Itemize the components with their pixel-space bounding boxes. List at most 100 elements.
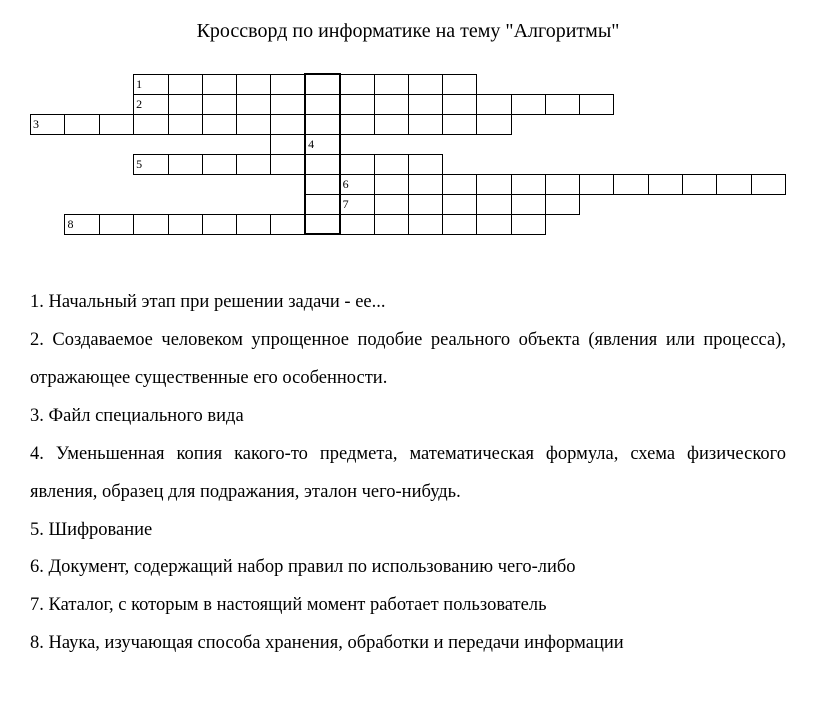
crossword-cell[interactable]	[305, 94, 339, 114]
crossword-cell[interactable]	[477, 214, 511, 234]
clue-number: 1	[134, 75, 167, 93]
crossword-cell[interactable]	[374, 94, 408, 114]
crossword-cell[interactable]	[443, 74, 477, 94]
crossword-cell[interactable]: 8	[65, 214, 99, 234]
crossword-cell[interactable]	[511, 214, 545, 234]
crossword-cell[interactable]	[477, 174, 511, 194]
crossword-cell[interactable]	[340, 74, 374, 94]
crossword-cell[interactable]	[408, 154, 442, 174]
crossword-cell[interactable]	[374, 114, 408, 134]
crossword-cell[interactable]	[374, 174, 408, 194]
crossword-cell[interactable]	[477, 114, 511, 134]
crossword-cell[interactable]	[408, 94, 442, 114]
crossword-cell[interactable]	[99, 214, 133, 234]
crossword-cell[interactable]: 5	[134, 154, 168, 174]
crossword-cell[interactable]	[202, 114, 236, 134]
crossword-cell[interactable]	[374, 214, 408, 234]
crossword-cell[interactable]	[237, 214, 271, 234]
crossword-cell[interactable]	[580, 94, 614, 114]
crossword-cell[interactable]	[305, 174, 339, 194]
crossword-cell[interactable]: 1	[134, 74, 168, 94]
crossword-cell[interactable]	[545, 194, 579, 214]
crossword-cell[interactable]	[511, 174, 545, 194]
crossword-cell[interactable]	[545, 174, 579, 194]
crossword-cell[interactable]	[545, 94, 579, 114]
crossword-cell[interactable]	[648, 174, 682, 194]
crossword-cell[interactable]	[340, 94, 374, 114]
clue-number: 2	[134, 95, 167, 113]
crossword-cell[interactable]	[237, 74, 271, 94]
crossword-cell[interactable]	[271, 114, 305, 134]
crossword-cell[interactable]	[340, 154, 374, 174]
crossword-cell[interactable]	[202, 94, 236, 114]
crossword-cell[interactable]	[614, 174, 648, 194]
crossword-cell[interactable]	[305, 154, 339, 174]
crossword-cell[interactable]	[340, 214, 374, 234]
crossword-cell[interactable]	[305, 114, 339, 134]
crossword-cell[interactable]: 4	[305, 134, 339, 154]
crossword-cell[interactable]	[340, 114, 374, 134]
crossword-cell[interactable]	[271, 214, 305, 234]
crossword-cell[interactable]	[99, 114, 133, 134]
crossword-cell[interactable]	[374, 194, 408, 214]
crossword-cell[interactable]	[511, 194, 545, 214]
crossword-cell[interactable]	[202, 154, 236, 174]
crossword-cell[interactable]	[202, 74, 236, 94]
crossword-cell[interactable]	[511, 94, 545, 114]
clue-number: 8	[65, 215, 98, 233]
crossword-cell[interactable]	[305, 74, 339, 94]
clue-item: 2. Создаваемое человеком упрощенное подо…	[30, 322, 786, 398]
crossword-cell[interactable]	[374, 74, 408, 94]
crossword-cell[interactable]	[580, 174, 614, 194]
clues-list: 1. Начальный этап при решении задачи - е…	[30, 284, 786, 663]
clue-number: 6	[341, 175, 374, 193]
crossword-cell[interactable]	[408, 174, 442, 194]
clue-item: 4. Уменьшенная копия какого-то предмета,…	[30, 436, 786, 512]
crossword-cell[interactable]	[408, 114, 442, 134]
crossword-cell[interactable]	[237, 114, 271, 134]
crossword-cell[interactable]	[237, 154, 271, 174]
crossword-cell[interactable]	[237, 94, 271, 114]
crossword-cell[interactable]	[477, 94, 511, 114]
crossword-cell[interactable]	[443, 214, 477, 234]
crossword-cell[interactable]	[134, 214, 168, 234]
clue-item: 6. Документ, содержащий набор правил по …	[30, 549, 786, 587]
page-title: Кроссворд по информатике на тему "Алгори…	[30, 20, 786, 43]
crossword-cell[interactable]	[682, 174, 716, 194]
crossword-cell[interactable]	[168, 114, 202, 134]
clue-number: 5	[134, 155, 167, 173]
crossword-cell[interactable]	[408, 74, 442, 94]
crossword-cell[interactable]	[408, 194, 442, 214]
crossword-cell[interactable]	[305, 194, 339, 214]
crossword-cell[interactable]	[717, 174, 751, 194]
crossword-cell[interactable]	[168, 94, 202, 114]
crossword-cell[interactable]	[305, 214, 339, 234]
crossword-cell[interactable]	[134, 114, 168, 134]
crossword-cell[interactable]	[65, 114, 99, 134]
crossword-cell[interactable]	[443, 94, 477, 114]
crossword-cell[interactable]	[168, 214, 202, 234]
crossword-cell[interactable]	[408, 214, 442, 234]
clue-number: 3	[31, 115, 64, 133]
crossword-cell[interactable]	[443, 114, 477, 134]
crossword-cell[interactable]	[477, 194, 511, 214]
crossword-cell[interactable]	[751, 174, 786, 194]
clue-item: 5. Шифрование	[30, 512, 786, 550]
crossword-cell[interactable]	[443, 194, 477, 214]
crossword-cell[interactable]: 2	[134, 94, 168, 114]
crossword-cell[interactable]	[271, 154, 305, 174]
crossword-cell[interactable]	[168, 74, 202, 94]
crossword-cell[interactable]: 7	[340, 194, 374, 214]
crossword-cell[interactable]: 3	[31, 114, 65, 134]
crossword-cell[interactable]: 6	[340, 174, 374, 194]
crossword-cell[interactable]	[271, 134, 305, 154]
clue-number: 7	[341, 195, 374, 213]
crossword-cell[interactable]	[374, 154, 408, 174]
clue-item: 3. Файл специального вида	[30, 398, 786, 436]
crossword-cell[interactable]	[271, 74, 305, 94]
crossword-cell[interactable]	[168, 154, 202, 174]
crossword-cell[interactable]	[271, 94, 305, 114]
crossword-cell[interactable]	[443, 174, 477, 194]
crossword-cell[interactable]	[202, 214, 236, 234]
clue-item: 1. Начальный этап при решении задачи - е…	[30, 284, 786, 322]
